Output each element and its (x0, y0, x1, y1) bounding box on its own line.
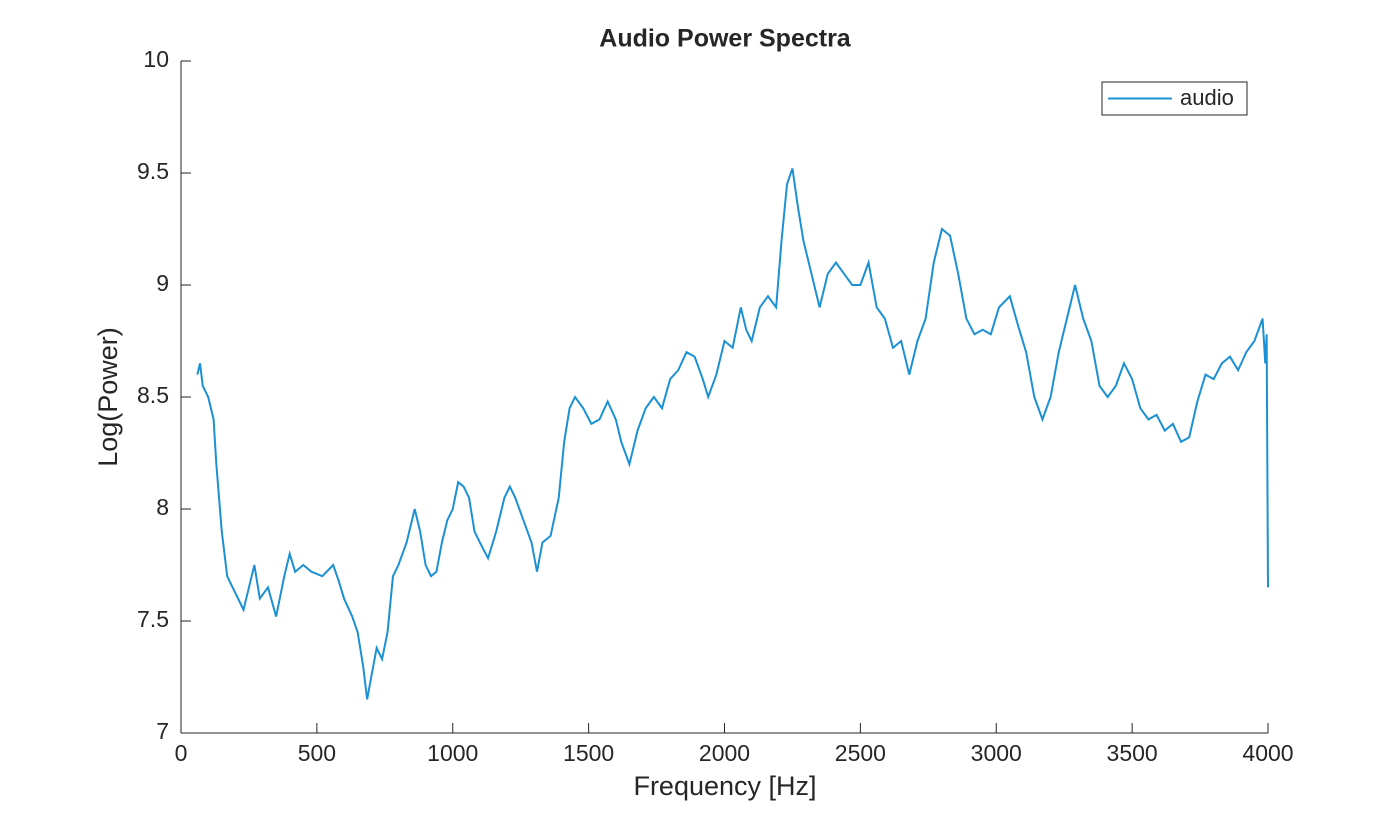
y-tick-label: 9.5 (137, 158, 169, 184)
y-axis-label: Log(Power) (93, 327, 123, 467)
y-tick-label: 7 (156, 718, 169, 744)
x-tick-label: 500 (298, 740, 336, 766)
data-line (196, 168, 1269, 700)
x-tick-label: 0 (175, 740, 188, 766)
x-axis-label: Frequency [Hz] (633, 771, 816, 801)
x-tick-label: 4000 (1242, 740, 1293, 766)
x-tick-label: 1000 (427, 740, 478, 766)
chart-title: Audio Power Spectra (599, 25, 852, 53)
x-tick-label: 2500 (835, 740, 886, 766)
y-tick-label: 9 (156, 270, 169, 296)
y-tick-label: 10 (143, 46, 169, 72)
y-tick-label: 8 (156, 494, 169, 520)
legend-label: audio (1180, 85, 1234, 110)
y-tick-label: 8.5 (137, 382, 169, 408)
legend-box (1101, 81, 1248, 116)
x-tick-label: 1500 (563, 740, 614, 766)
x-tick-label: 2000 (699, 740, 750, 766)
x-tick-label: 3500 (1107, 740, 1158, 766)
x-tick-label: 3000 (971, 740, 1022, 766)
y-tick-label: 7.5 (137, 606, 169, 632)
